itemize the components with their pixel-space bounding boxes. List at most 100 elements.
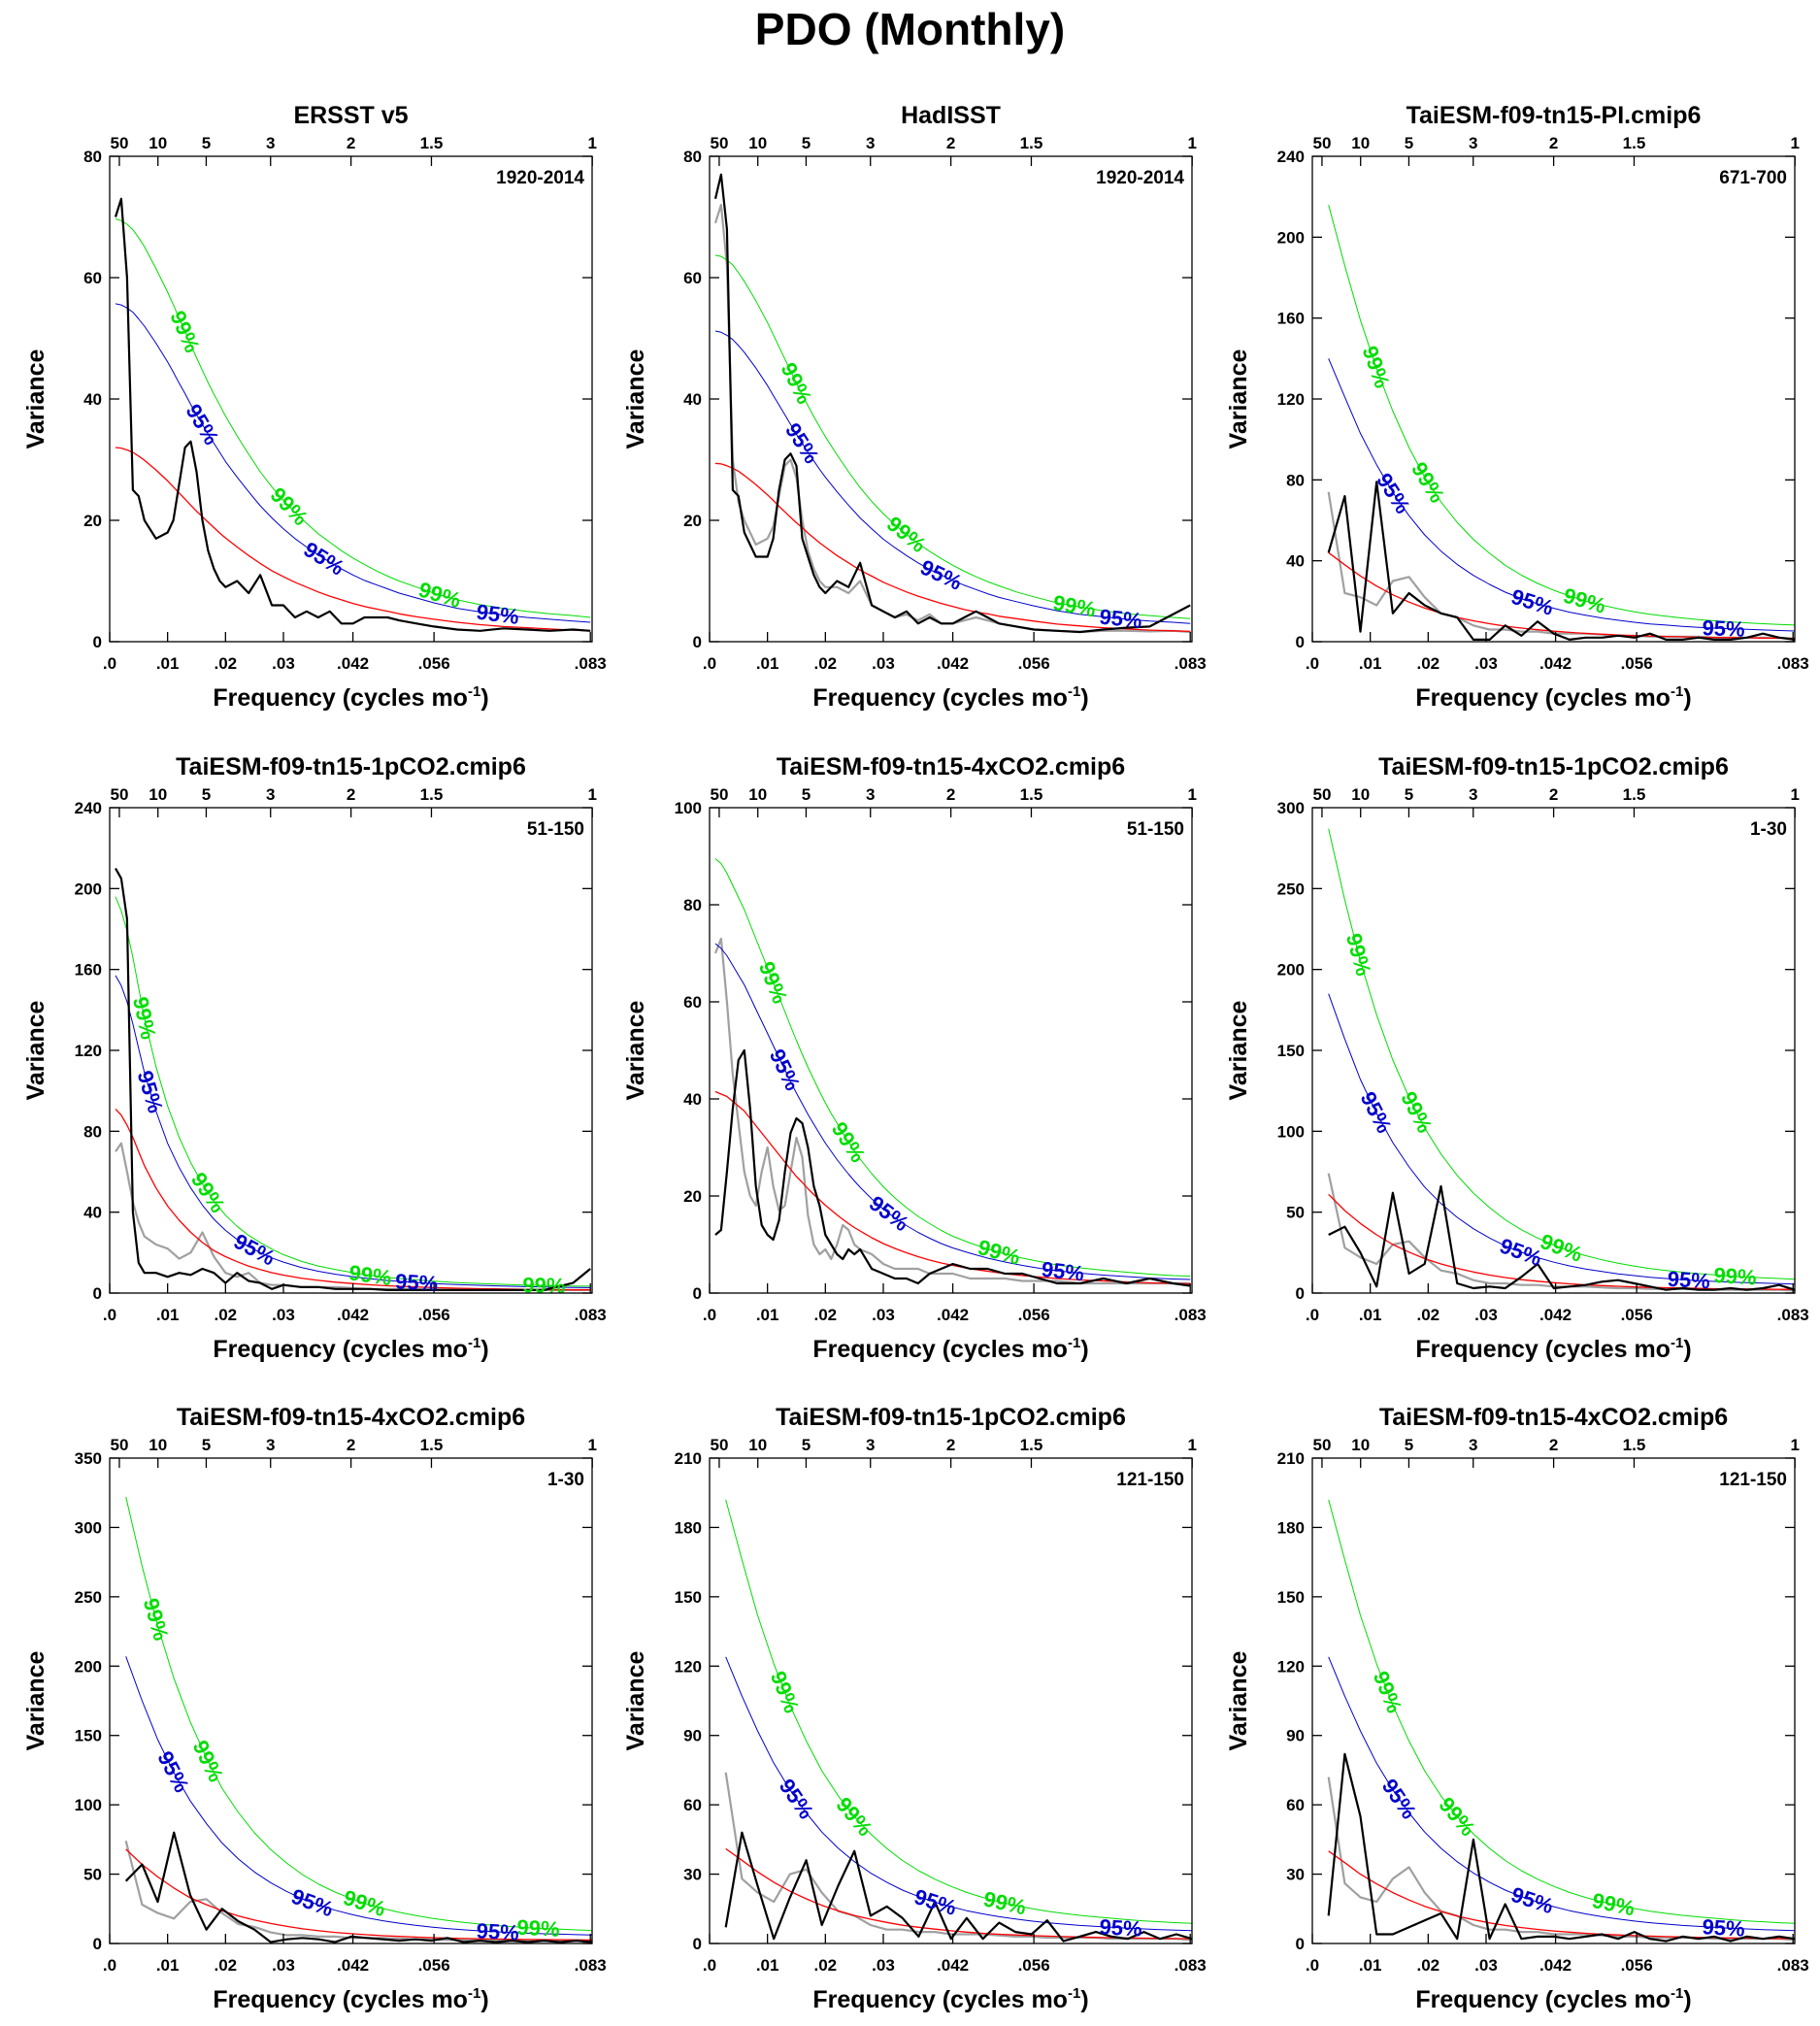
- top-tick-label: 1: [1790, 1436, 1799, 1454]
- ci99-line: [725, 1499, 1192, 1924]
- top-tick-label: 2: [347, 134, 355, 152]
- x-tick-label: .03: [272, 654, 295, 673]
- y-tick-label: 120: [1277, 1657, 1305, 1676]
- y-tick-label: 200: [75, 1657, 102, 1676]
- y-tick-label: 180: [675, 1518, 702, 1537]
- red-noise-line: [714, 1090, 1191, 1285]
- x-tick-label: .0: [1306, 1306, 1319, 1324]
- red-noise-line: [115, 1108, 591, 1291]
- top-tick-label: 5: [202, 1436, 211, 1454]
- x-tick-label: .03: [872, 654, 895, 673]
- ci95-label: 95%: [916, 555, 965, 595]
- top-tick-label: 3: [266, 785, 275, 804]
- y-tick-label: 120: [1277, 390, 1305, 409]
- ci95-line: [714, 330, 1191, 624]
- top-tick-label: 50: [110, 1436, 128, 1454]
- panel-4: 95%95%95%99%99%99% 99%04080120160200240.0…: [22, 753, 607, 1363]
- ci95-label: 95%: [1667, 1267, 1710, 1294]
- y-tick-label: 150: [75, 1727, 102, 1745]
- x-tick-label: .02: [1417, 654, 1440, 673]
- top-tick-label: 2: [946, 134, 955, 152]
- top-tick-label: 3: [1469, 1436, 1477, 1454]
- top-tick-label: 10: [1351, 1436, 1370, 1454]
- ci99-label: 99%: [777, 358, 817, 408]
- x-tick-label: .0: [103, 654, 116, 673]
- y-tick-label: 80: [83, 1122, 102, 1141]
- y-tick-label: 150: [1277, 1042, 1305, 1060]
- top-tick-label: 10: [748, 1436, 767, 1454]
- period-label: 1-30: [547, 1470, 584, 1490]
- top-tick-label: 1.5: [1623, 134, 1646, 152]
- panel-2: 95%95%95%99%99%99%020406080.0.01.02.03.0…: [622, 102, 1207, 712]
- y-tick-label: 100: [75, 1796, 102, 1814]
- x-tick-label: .042: [337, 1956, 369, 1975]
- top-tick-label: 1: [1790, 785, 1799, 804]
- x-tick-label: .01: [756, 1306, 779, 1324]
- panel-title: TaiESM-f09-tn15-1pCO2.cmip6: [776, 1404, 1126, 1431]
- observed-ref-line: [724, 1772, 1192, 1942]
- spectrum-line: [713, 173, 1191, 634]
- y-tick-label: 150: [675, 1588, 702, 1607]
- y-tick-label: 0: [693, 633, 702, 651]
- ci99-label: 99%: [341, 1885, 389, 1921]
- ci95-line: [714, 943, 1191, 1280]
- x-axis-label-sup: -1: [468, 1985, 480, 2002]
- y-axis-label: Variance: [22, 1650, 50, 1750]
- top-tick-label: 3: [866, 785, 875, 804]
- top-tick-label: 3: [1469, 134, 1477, 152]
- y-tick-label: 40: [83, 1204, 102, 1222]
- x-tick-label: .01: [756, 654, 779, 673]
- top-tick-label: 1.5: [1020, 785, 1043, 804]
- ci95-label: 95%: [1355, 1088, 1396, 1138]
- panel-1: 95%95%95%99%99%99%020406080.0.01.02.03.0…: [22, 102, 607, 712]
- x-tick-label: .042: [1539, 1956, 1572, 1975]
- y-tick-label: 60: [683, 1796, 702, 1814]
- panel-title: TaiESM-f09-tn15-4xCO2.cmip6: [177, 1404, 525, 1431]
- y-tick-label: 150: [1277, 1588, 1305, 1607]
- top-tick-label: 1: [587, 785, 596, 804]
- y-axis-label: Variance: [1225, 1000, 1252, 1100]
- x-tick-label: .042: [937, 1956, 969, 1975]
- ci95-label: 95%: [299, 537, 348, 581]
- ci99-label: 99%: [139, 1595, 174, 1643]
- period-label: 121-150: [1116, 1470, 1184, 1490]
- ci99-line: [115, 217, 591, 618]
- ci95-label: 95%: [1377, 1775, 1422, 1823]
- ci99-label: 99%: [882, 512, 931, 557]
- y-tick-label: 120: [75, 1042, 102, 1060]
- ci99-label: 99%: [1051, 590, 1098, 621]
- period-label: 51-150: [1127, 819, 1184, 840]
- series-group: [1327, 1499, 1795, 1943]
- y-tick-label: 200: [75, 880, 102, 898]
- x-tick-label: .03: [872, 1306, 895, 1324]
- y-tick-label: 160: [1277, 310, 1305, 328]
- y-tick-label: 60: [83, 269, 102, 287]
- top-tick-label: 3: [1469, 785, 1477, 804]
- top-tick-label: 50: [110, 134, 128, 152]
- x-tick-label: .083: [1175, 1956, 1207, 1975]
- x-tick-label: .0: [1306, 654, 1319, 673]
- x-axis-label-main: Frequency (cycles mo: [1415, 1986, 1671, 2013]
- ci99-line: [714, 254, 1191, 619]
- x-axis-label: Frequency (cycles mo-1): [213, 1335, 488, 1363]
- y-tick-label: 20: [683, 1187, 702, 1206]
- top-tick-label: 50: [710, 134, 728, 152]
- ci99-label: 99%: [522, 1273, 566, 1298]
- ci95-label: 95%: [133, 1068, 168, 1115]
- x-tick-label: .056: [1621, 1956, 1653, 1975]
- spectrum-line: [115, 867, 591, 1292]
- ci95-label: 95%: [765, 1046, 806, 1095]
- series-group: [713, 173, 1191, 634]
- x-axis-label-close: ): [1683, 1336, 1691, 1363]
- top-tick-label: 3: [866, 1436, 875, 1454]
- y-tick-label: 50: [1286, 1204, 1305, 1222]
- y-axis-label: Variance: [622, 1650, 649, 1750]
- x-tick-label: .01: [1359, 1956, 1382, 1975]
- top-tick-label: 10: [149, 134, 167, 152]
- spectrum-line: [114, 197, 591, 632]
- y-tick-label: 350: [75, 1449, 102, 1468]
- x-axis-label-sup: -1: [468, 683, 480, 700]
- top-tick-label: 50: [1312, 1436, 1331, 1454]
- y-tick-label: 30: [1286, 1866, 1305, 1884]
